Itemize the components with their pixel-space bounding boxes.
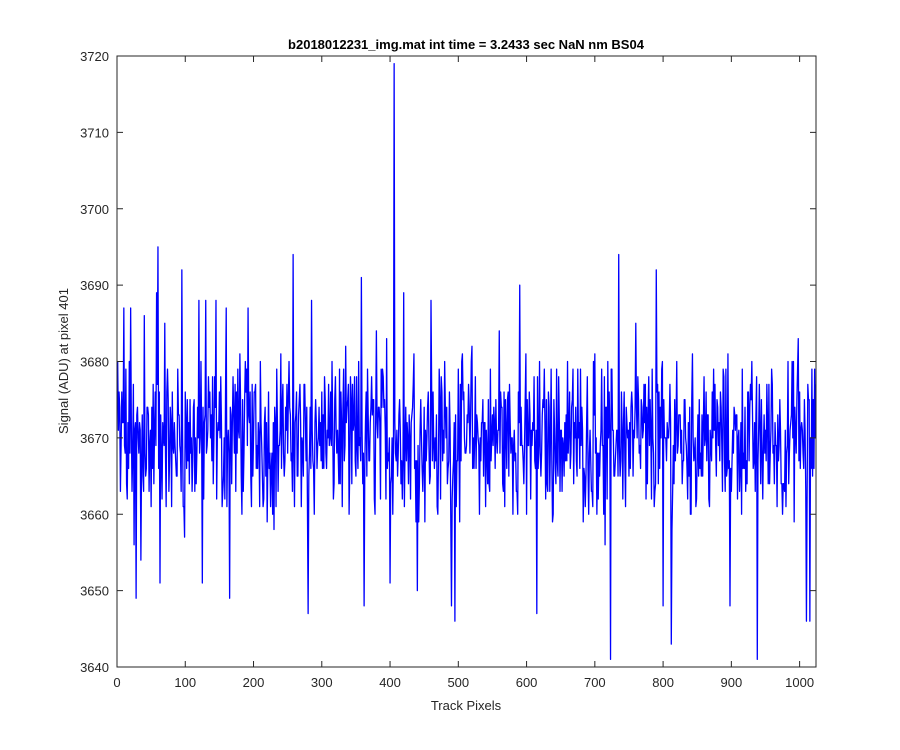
x-tick-label: 200 (243, 675, 265, 690)
y-tick-label: 3680 (80, 355, 109, 370)
x-tick-label: 900 (721, 675, 743, 690)
y-tick-label: 3650 (80, 584, 109, 599)
axis-ticks: 0 100 200 300 400 500 600 700 800 900 1000 3640 3650… (80, 49, 816, 690)
x-tick-label: 600 (516, 675, 538, 690)
x-tick-label: 700 (584, 675, 606, 690)
chart-title: b2018012231_img.mat int time = 3.2433 se… (288, 37, 645, 52)
x-tick-label: 300 (311, 675, 333, 690)
x-tick-label: 0 (113, 675, 120, 690)
y-tick-label: 3700 (80, 202, 109, 217)
y-tick-label: 3720 (80, 49, 109, 64)
x-tick-label: 500 (447, 675, 469, 690)
x-tick-label: 800 (652, 675, 674, 690)
y-tick-label: 3640 (80, 660, 109, 675)
y-tick-label: 3670 (80, 431, 109, 446)
y-axis-label: Signal (ADU) at pixel 401 (56, 288, 71, 434)
x-tick-label: 400 (379, 675, 401, 690)
x-tick-label: 100 (174, 675, 196, 690)
y-tick-label: 3710 (80, 125, 109, 140)
y-tick-label: 3690 (80, 278, 109, 293)
x-axis-label: Track Pixels (431, 698, 502, 713)
x-tick-label: 1000 (785, 675, 814, 690)
series-line (117, 62, 816, 661)
y-tick-label: 3660 (80, 507, 109, 522)
